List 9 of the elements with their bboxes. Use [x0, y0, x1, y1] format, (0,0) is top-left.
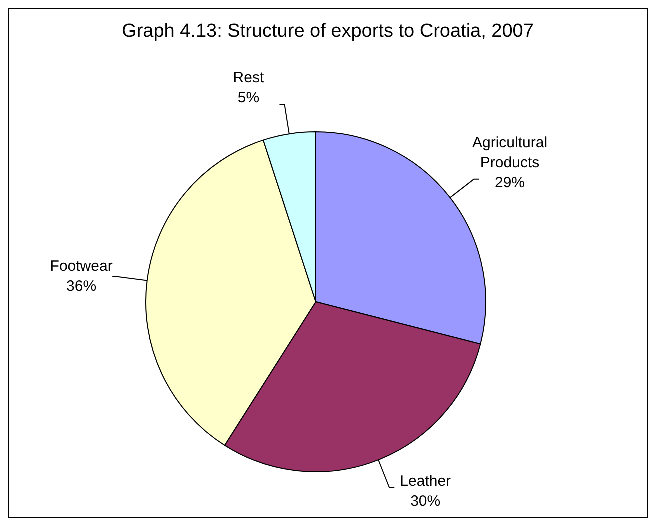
- data-label: 29%: [495, 174, 526, 192]
- slice-label: Leather: [400, 472, 452, 490]
- slice-label: Rest: [233, 69, 265, 86]
- chart-title: Graph 4.13: Structure of exports to Croatia, 2007: [121, 20, 535, 44]
- slice-label: Footwear: [50, 258, 113, 275]
- data-label: 5%: [238, 89, 260, 106]
- data-label: 36%: [66, 278, 97, 295]
- slice-label: Agricultural Products: [472, 134, 548, 172]
- data-label: 30%: [410, 492, 441, 510]
